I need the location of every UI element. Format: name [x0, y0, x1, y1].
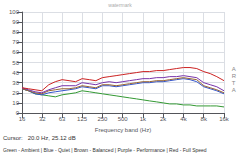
svg-text:90: 90 — [12, 19, 19, 25]
svg-text:20: 20 — [12, 90, 19, 96]
svg-text:8k: 8k — [201, 116, 208, 122]
svg-text:50: 50 — [12, 60, 19, 66]
svg-text:watermark: watermark — [108, 2, 132, 8]
svg-text:80: 80 — [12, 29, 19, 35]
svg-text:100: 100 — [9, 9, 20, 15]
svg-text:16: 16 — [19, 116, 26, 122]
svg-text:Green - Ambient | Blue - Quiet: Green - Ambient | Blue - Quiet | Brown -… — [3, 147, 207, 153]
svg-text:40: 40 — [12, 70, 19, 76]
svg-text:A: A — [232, 87, 236, 93]
svg-text:250: 250 — [97, 116, 108, 122]
svg-text:1k: 1k — [140, 116, 147, 122]
svg-text:0: 0 — [15, 110, 19, 116]
svg-text:Cursor: 20.0 Hz, 25.12 dB: Cursor: 20.0 Hz, 25.12 dB — [3, 135, 76, 141]
svg-text:30: 30 — [12, 80, 19, 86]
svg-text:T: T — [232, 80, 236, 86]
svg-text:60: 60 — [12, 49, 19, 55]
svg-text:Frequency band (Hz): Frequency band (Hz) — [95, 127, 151, 133]
svg-text:16k: 16k — [219, 116, 230, 122]
svg-text:4k: 4k — [180, 116, 187, 122]
svg-text:A: A — [232, 66, 236, 72]
svg-text:R: R — [232, 73, 237, 79]
svg-text:70: 70 — [12, 39, 19, 45]
svg-text:10: 10 — [12, 100, 19, 106]
svg-text:2k: 2k — [160, 116, 167, 122]
svg-text:125: 125 — [77, 116, 88, 122]
svg-text:63: 63 — [59, 116, 66, 122]
svg-text:500: 500 — [118, 116, 129, 122]
svg-text:32: 32 — [39, 116, 46, 122]
